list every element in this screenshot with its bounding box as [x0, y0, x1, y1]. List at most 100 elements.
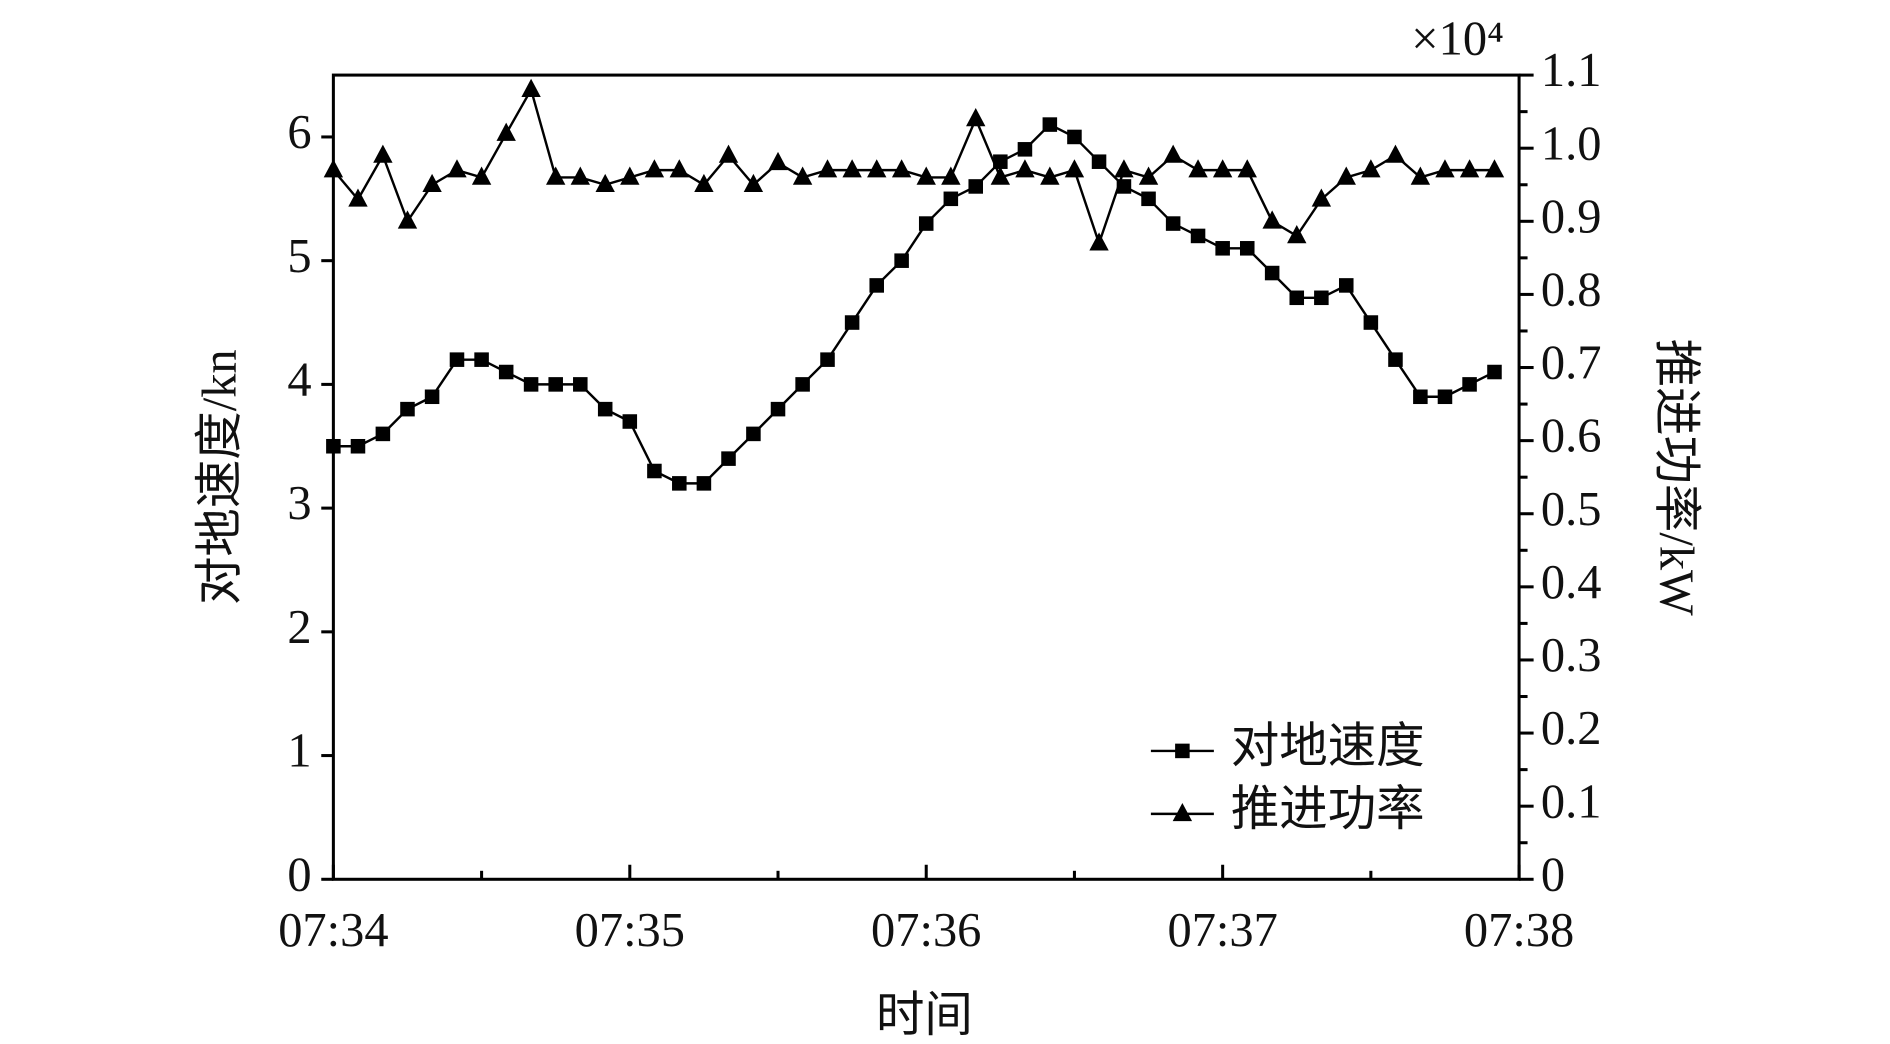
- triangle-marker: [867, 159, 887, 178]
- y2-multiplier: ×10⁴: [1411, 13, 1504, 66]
- square-marker: [1289, 290, 1305, 306]
- triangle-marker: [1311, 188, 1332, 207]
- square-marker: [869, 278, 884, 293]
- triangle-marker: [842, 159, 862, 178]
- square-marker: [696, 476, 712, 491]
- square-marker: [1239, 241, 1255, 256]
- square-marker: [820, 352, 835, 367]
- square-marker: [350, 438, 366, 454]
- triangle-marker: [1212, 159, 1233, 178]
- triangle-marker: [1172, 802, 1193, 822]
- triangle-marker: [447, 159, 467, 178]
- square-marker: [400, 401, 415, 417]
- y2-tick-label: 0.9: [1541, 190, 1602, 243]
- triangle-marker: [1188, 159, 1208, 178]
- square-marker: [1462, 377, 1477, 392]
- square-marker: [672, 476, 687, 491]
- y2-tick-label: 0.2: [1541, 702, 1602, 755]
- square-marker: [721, 451, 736, 466]
- triangle-marker: [1287, 225, 1307, 244]
- triangle-marker: [595, 173, 615, 193]
- y-tick-label: 5: [287, 230, 311, 283]
- y-tick-label: 3: [287, 477, 311, 530]
- triangle-marker: [644, 159, 665, 178]
- square-marker: [523, 377, 539, 392]
- triangle-marker: [570, 166, 590, 185]
- square-marker: [622, 414, 638, 429]
- series-line: [332, 86, 1495, 248]
- y2-tick-label: 1.0: [1541, 117, 1602, 170]
- square-marker: [1091, 154, 1107, 169]
- y-tick-label: 2: [287, 601, 311, 654]
- triangle-marker: [966, 108, 986, 127]
- y2-tick-label: 0: [1541, 848, 1565, 901]
- triangle-marker: [1114, 159, 1134, 178]
- triangle-marker: [891, 159, 912, 178]
- legend-label: 推进功率: [1231, 783, 1425, 836]
- triangle-marker: [1336, 166, 1356, 185]
- triangle-marker: [348, 188, 368, 207]
- square-marker: [1264, 265, 1280, 281]
- triangle-marker: [496, 122, 516, 141]
- square-marker: [1388, 352, 1403, 367]
- x-tick-label: 07:35: [575, 904, 685, 957]
- triangle-marker: [694, 173, 714, 193]
- square-marker: [770, 401, 786, 417]
- square-marker: [474, 352, 489, 367]
- triangle-marker: [1237, 159, 1257, 178]
- triangle-marker: [792, 166, 813, 185]
- triangle-marker: [768, 151, 788, 171]
- y-tick-label: 6: [287, 106, 311, 159]
- square-marker: [573, 377, 588, 392]
- x-tick-label: 07:37: [1167, 904, 1277, 957]
- y-tick-label: 1: [287, 725, 311, 778]
- square-marker: [968, 179, 983, 194]
- y2-tick-label: 0.6: [1541, 410, 1602, 463]
- legend-label: 对地速度: [1231, 720, 1425, 773]
- triangle-marker: [1361, 159, 1381, 178]
- triangle-marker: [1459, 159, 1480, 178]
- y2-tick-label: 0.8: [1541, 264, 1602, 317]
- square-marker: [548, 377, 563, 392]
- y2-tick-label: 1.1: [1541, 44, 1602, 97]
- square-marker: [1215, 241, 1230, 256]
- triangle-marker: [1262, 210, 1282, 229]
- square-marker: [894, 253, 909, 268]
- x-tick-label: 07:36: [871, 904, 981, 957]
- x-axis-label: 时间: [876, 989, 973, 1042]
- square-marker: [1165, 216, 1181, 231]
- y2-tick-label: 0.1: [1541, 775, 1602, 828]
- square-marker: [326, 438, 341, 454]
- triangle-marker: [620, 166, 640, 185]
- triangle-marker: [817, 159, 838, 178]
- triangle-marker: [1435, 159, 1455, 178]
- square-marker: [1363, 315, 1379, 330]
- triangle-marker: [373, 144, 393, 163]
- triangle-marker: [669, 159, 689, 178]
- triangle-marker: [546, 166, 566, 185]
- square-marker: [746, 426, 761, 442]
- square-marker: [1487, 364, 1502, 380]
- square-marker: [1413, 389, 1428, 405]
- y2-axis-label: 推进功率/kW: [1650, 339, 1703, 616]
- square-marker: [795, 377, 810, 392]
- triangle-marker: [743, 173, 764, 193]
- triangle-marker: [916, 166, 936, 185]
- square-marker: [993, 154, 1008, 169]
- y2-tick-label: 0.3: [1541, 629, 1602, 682]
- square-marker: [1314, 290, 1329, 306]
- square-marker: [449, 352, 465, 367]
- triangle-marker: [1410, 166, 1431, 185]
- triangle-marker: [323, 159, 344, 178]
- square-marker: [647, 463, 662, 479]
- triangle-marker: [521, 78, 541, 97]
- triangle-marker: [1089, 232, 1109, 251]
- y-axis-label: 对地速度/kn: [193, 349, 246, 605]
- triangle-marker: [1040, 166, 1060, 185]
- triangle-marker: [397, 210, 418, 229]
- y-tick-label: 0: [287, 848, 311, 901]
- square-marker: [918, 216, 934, 231]
- square-marker: [1067, 129, 1082, 145]
